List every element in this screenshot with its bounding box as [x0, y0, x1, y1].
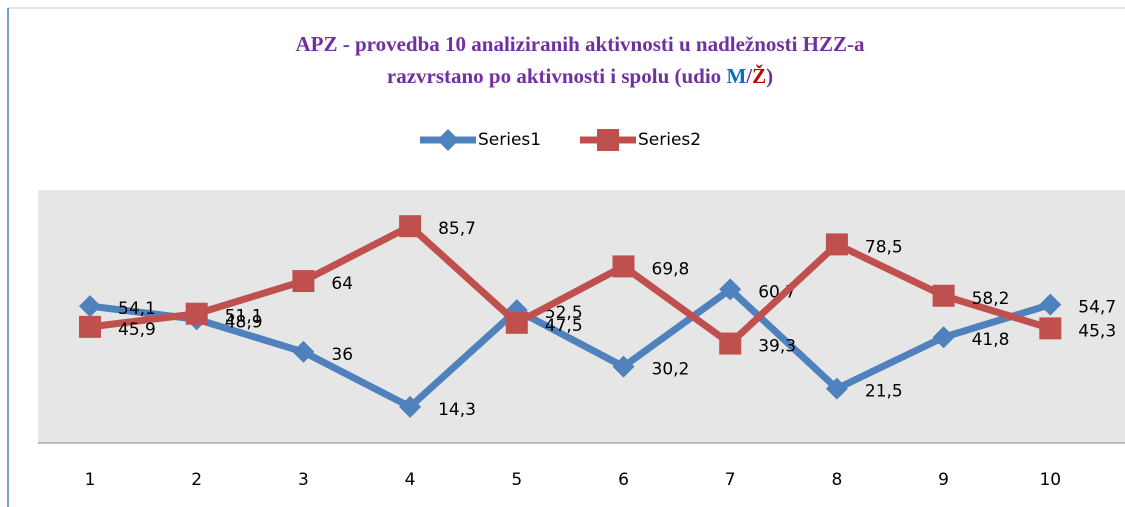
point	[1039, 317, 1062, 340]
legend-label: Series1	[478, 130, 541, 150]
point	[79, 295, 101, 318]
point	[505, 311, 528, 334]
data-label: 21,5	[865, 382, 903, 402]
data-label: 41,8	[972, 330, 1010, 350]
x-tick-label: 8	[831, 470, 842, 490]
point	[185, 302, 208, 325]
title-part: /	[745, 64, 753, 88]
data-label: 39,3	[758, 337, 796, 357]
x-tick-label: 5	[511, 470, 522, 490]
data-label: 36	[331, 345, 353, 365]
legend-label: Series2	[638, 130, 701, 150]
point	[719, 278, 742, 301]
point	[825, 377, 848, 400]
plot-area	[38, 190, 1125, 443]
data-label: 69,8	[652, 259, 690, 279]
x-tick-label: 10	[1039, 470, 1061, 490]
chart-title: APZ - provedba 10 analiziranih aktivnost…	[295, 32, 865, 56]
x-tick-label: 4	[405, 470, 416, 490]
point	[825, 233, 848, 256]
point	[399, 395, 422, 418]
data-label: 52,5	[545, 303, 583, 323]
title-part: razvrstano po aktivnosti i spolu (udio	[387, 64, 727, 88]
title-part: Ž	[752, 64, 766, 88]
point	[1039, 293, 1062, 316]
series-line	[89, 285, 1052, 411]
title-part: )	[766, 64, 773, 88]
data-label: 51,1	[225, 307, 263, 327]
x-tick-label: 3	[298, 470, 309, 490]
title-part: M	[726, 64, 746, 88]
point	[932, 326, 955, 349]
x-tick-label: 6	[618, 470, 629, 490]
data-label: 54,7	[1078, 298, 1116, 318]
data-label: 47,5	[545, 316, 583, 336]
point	[399, 215, 422, 238]
data-label: 14,3	[438, 400, 476, 420]
data-label: 58,2	[972, 289, 1010, 309]
point	[612, 355, 635, 378]
x-tick-label: 1	[85, 470, 96, 490]
x-tick-label: 9	[938, 470, 949, 490]
data-label: 78,5	[865, 237, 903, 257]
data-label: 30,2	[652, 360, 690, 380]
legend-marker	[437, 129, 459, 151]
point	[612, 255, 635, 278]
data-label: 64	[331, 274, 353, 294]
chart-title: razvrstano po aktivnosti i spolu (udio M…	[387, 64, 773, 88]
x-tick-label: 2	[191, 470, 202, 490]
legend-marker	[597, 129, 619, 151]
x-tick-label: 7	[725, 470, 736, 490]
data-label: 54,1	[118, 299, 156, 319]
point	[79, 315, 101, 338]
point	[292, 270, 315, 293]
data-label: 45,9	[118, 320, 156, 340]
point	[719, 332, 742, 355]
data-label: 45,3	[1078, 321, 1116, 341]
series-line	[89, 222, 1052, 348]
point	[932, 284, 955, 307]
data-label: 48,9	[225, 312, 263, 332]
point	[292, 340, 315, 363]
data-label: 85,7	[438, 219, 476, 239]
